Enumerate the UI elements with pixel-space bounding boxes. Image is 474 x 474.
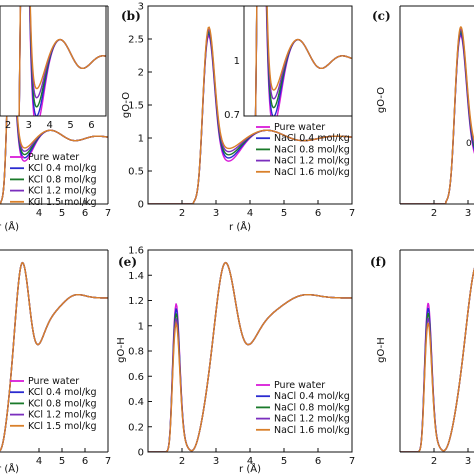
panel-a-inset-frame <box>0 5 107 117</box>
oo-c-line-1 <box>400 32 474 204</box>
panel-f-xtick-label-1: 3 <box>465 456 471 467</box>
oo-nacl-inset-line-4 <box>254 6 352 116</box>
oo-c-line-4 <box>400 26 474 204</box>
panel-a-xtick-label-0: 4 <box>36 208 42 219</box>
panel-b-ytick-label-0: 0 <box>138 200 144 211</box>
panel-e-legend-label-0: Pure water <box>274 380 325 391</box>
panel-b-ytick-label-1: 0.5 <box>128 167 144 178</box>
panel-e-label: (e) <box>118 255 137 269</box>
panel-b-inset-ytick-0: 1 <box>234 56 240 67</box>
panel-e-xtick-label-4: 6 <box>315 456 321 467</box>
panel-b-xtick-label-0: 2 <box>179 208 185 219</box>
panel-e-ytick-label-6: 1.2 <box>128 296 144 307</box>
panel-b-ylabel: gO-O <box>121 92 132 118</box>
panel-a-inset-xtick-4: 6 <box>88 120 94 131</box>
panel-e-xtick-label-1: 3 <box>213 456 219 467</box>
panel-a-legend-label-4: KCl 1.5 mol/kg <box>28 197 97 208</box>
panel-a-legend-label-2: KCl 0.8 mol/kg <box>28 174 97 185</box>
panel-e-ytick-label-7: 1.4 <box>128 271 144 282</box>
panel-f-label: (f) <box>370 255 387 269</box>
panel-d-legend-label-1: KCl 0.4 mol/kg <box>28 387 97 398</box>
oo-c-line-3 <box>400 28 474 204</box>
panel-a-xlabel: r (Å) <box>0 220 19 233</box>
panel-e-legend-label-4: NaCl 1.6 mol/kg <box>274 425 350 436</box>
panel-e-ytick-label-4: 0.8 <box>128 347 144 358</box>
panel-e-legend-label-1: NaCl 0.4 mol/kg <box>274 391 350 402</box>
panel-a-inset-xtick-3: 5 <box>67 120 73 131</box>
panel-e-xtick-label-2: 4 <box>247 456 253 467</box>
panel-b-ytick-label-2: 1 <box>138 134 144 145</box>
panel-c-annotation: 0 <box>466 139 472 149</box>
panel-a-inset-xtick-0: 2 <box>5 120 11 131</box>
panel-e-ylabel: gO-H <box>116 337 127 363</box>
panel-e-ytick-label-1: 0.2 <box>128 422 144 433</box>
panel-d-xtick-label-2: 6 <box>82 456 88 467</box>
panel-e-ytick-label-5: 1 <box>138 321 144 332</box>
panel-d-legend-label-4: KCl 1.5 mol/kg <box>28 421 97 432</box>
oo-kcl-inset-line-4 <box>18 6 106 116</box>
panel-e-ytick-label-0: 0 <box>138 448 144 459</box>
panel-f-ylabel: gO-H <box>376 337 387 363</box>
panel-b-xlabel: r (Å) <box>229 220 251 233</box>
panel-a-inset-xtick-1: 3 <box>26 120 32 131</box>
oo-nacl-line-4 <box>148 26 352 204</box>
panel-b-label: (b) <box>121 9 141 23</box>
panel-e-legend-label-3: NaCl 1.2 mol/kg <box>274 414 350 425</box>
oh-nacl-line-4 <box>148 261 352 452</box>
oh-f-line-4 <box>400 267 474 452</box>
panel-e-xlabel: r (Å) <box>239 462 261 474</box>
panel-a-legend-label-0: Pure water <box>28 152 79 163</box>
panel-e-xtick-label-3: 5 <box>281 456 287 467</box>
panel-c-xtick-label-0: 2 <box>431 208 437 219</box>
panel-d-xtick-label-0: 4 <box>36 456 42 467</box>
panel-a-xtick-label-2: 6 <box>82 208 88 219</box>
oo-kcl-line-4 <box>0 26 108 204</box>
panel-e-ytick-label-8: 1.6 <box>128 246 144 257</box>
panel-b-legend-label-4: NaCl 1.6 mol/kg <box>274 167 350 178</box>
panel-b-legend-label-1: NaCl 0.4 mol/kg <box>274 133 350 144</box>
panel-b-xtick-label-5: 7 <box>349 208 355 219</box>
panel-d-xtick-label-1: 5 <box>59 456 65 467</box>
panel-a-legend-label-3: KCl 1.2 mol/kg <box>28 186 97 197</box>
panel-e-ytick-label-3: 0.6 <box>128 372 144 383</box>
panel-d-legend-label-3: KCl 1.2 mol/kg <box>28 410 97 421</box>
panel-d-legend-label-2: KCl 0.8 mol/kg <box>28 398 97 409</box>
panel-b-xtick-label-3: 5 <box>281 208 287 219</box>
panel-b-ytick-label-3: 1.5 <box>128 101 144 112</box>
panel-b-inset-ytick-1: 0.7 <box>224 110 240 121</box>
oo-c-line-0 <box>400 34 474 204</box>
panel-b-inset-bg <box>244 6 352 116</box>
panel-b-legend-label-0: Pure water <box>274 122 325 133</box>
panel-d-xtick-label-3: 7 <box>105 456 111 467</box>
panel-c-xtick-label-1: 3 <box>465 208 471 219</box>
panel-b-xtick-label-1: 3 <box>213 208 219 219</box>
panel-e-legend-label-2: NaCl 0.8 mol/kg <box>274 402 350 413</box>
panel-b-ytick-label-4: 2 <box>138 68 144 79</box>
panel-b-inset-frame <box>243 5 353 117</box>
panel-b-ytick-label-5: 2.5 <box>128 35 144 46</box>
panel-c-ylabel: gO-O <box>376 87 387 113</box>
panel-b-xtick-label-2: 4 <box>247 208 253 219</box>
panel-b-legend-label-3: NaCl 1.2 mol/kg <box>274 156 350 167</box>
panel-d-legend-label-0: Pure water <box>28 376 79 387</box>
panel-a-inset-xtick-2: 4 <box>47 120 53 131</box>
panel-a-inset-bg <box>0 6 106 116</box>
panel-f-xtick-label-0: 2 <box>431 456 437 467</box>
panel-e-xtick-label-0: 2 <box>179 456 185 467</box>
panel-c-label: (c) <box>372 9 391 23</box>
panel-d-xlabel: r (Å) <box>0 462 19 474</box>
panel-b-legend-label-2: NaCl 0.8 mol/kg <box>274 144 350 155</box>
oo-c-line-2 <box>400 30 474 204</box>
panel-b-ytick-label-6: 3 <box>138 2 144 13</box>
panel-a-xtick-label-3: 7 <box>105 208 111 219</box>
panel-a-legend-label-1: KCl 0.4 mol/kg <box>28 163 97 174</box>
panel-b-xtick-label-4: 6 <box>315 208 321 219</box>
panel-e-xtick-label-5: 7 <box>349 456 355 467</box>
panel-e-ytick-label-2: 0.4 <box>128 397 144 408</box>
panel-a-xtick-label-1: 5 <box>59 208 65 219</box>
oh-kcl-line-4 <box>0 261 108 452</box>
